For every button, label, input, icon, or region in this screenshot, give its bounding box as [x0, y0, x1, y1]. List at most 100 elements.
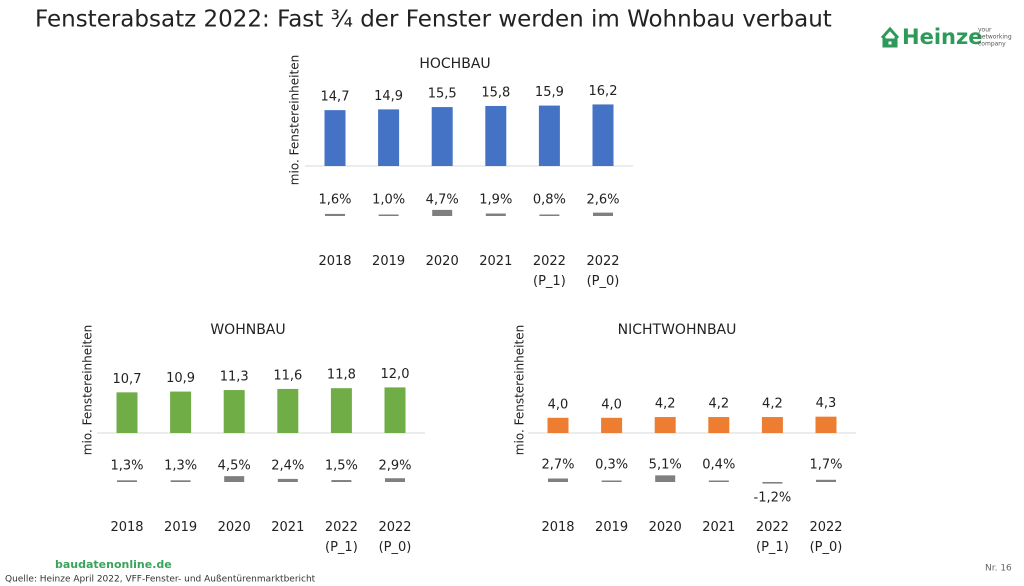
value-label: 4,2 — [762, 397, 783, 412]
logo-tagline: networking — [978, 34, 1012, 41]
chart: HOCHBAU mio. Fenstereinheiten 14,7 1,6% 2018… — [288, 55, 633, 289]
value-label: 10,9 — [166, 371, 195, 386]
x-tick-label: 2022 (P_0) — [586, 254, 619, 289]
value-label: 4,0 — [548, 397, 569, 412]
bar — [277, 388, 299, 433]
growth-bar — [708, 480, 729, 482]
x-tick-label: 2022 (P_1) — [756, 520, 789, 555]
value-label: 4,2 — [655, 397, 676, 412]
growth-bar — [385, 478, 405, 482]
value-label: 14,9 — [374, 89, 403, 104]
y-axis-label: mio. Fenstereinheiten — [81, 325, 95, 455]
x-tick-label: 2022 (P_0) — [809, 520, 842, 555]
logo-name: Heinze — [902, 25, 982, 49]
value-label: 15,5 — [428, 87, 457, 102]
growth-bar — [378, 214, 399, 216]
growth-label: 4,7% — [426, 193, 459, 208]
logo-tagline: company — [978, 41, 1006, 48]
x-tick-label: 2020 — [426, 254, 459, 269]
bar — [485, 105, 507, 166]
growth-bar — [539, 214, 560, 216]
x-tick-label: 2019 — [372, 254, 405, 269]
growth-label: 1,7% — [809, 458, 842, 473]
growth-bar — [325, 213, 345, 216]
growth-bar — [816, 479, 836, 482]
growth-label: 0,8% — [533, 193, 566, 208]
growth-bar — [655, 475, 676, 482]
chart: NICHTWOHNBAU mio. Fenstereinheiten 4,0 2,7%… — [513, 322, 856, 555]
value-label: 12,0 — [381, 367, 410, 382]
x-tick-label: 2022 (P_1) — [533, 254, 566, 289]
x-tick-label: 2022 (P_1) — [325, 520, 358, 555]
x-tick-label: 2019 — [595, 520, 628, 535]
x-tick-label: 2021 — [271, 520, 304, 535]
growth-label: 2,9% — [378, 459, 411, 474]
x-tick-label: 2021 — [702, 520, 735, 535]
bar — [330, 388, 352, 433]
bar — [654, 417, 676, 433]
growth-bar — [170, 480, 191, 482]
growth-label: 1,9% — [479, 193, 512, 208]
growth-label: 1,0% — [372, 193, 405, 208]
growth-bar — [485, 213, 506, 216]
value-label: 15,8 — [481, 85, 510, 100]
value-label: 4,3 — [816, 396, 837, 411]
growth-label: 2,7% — [541, 458, 574, 473]
growth-label: 0,3% — [595, 458, 628, 473]
chart-title: WOHNBAU — [210, 322, 285, 338]
x-tick-label: 2018 — [541, 520, 574, 535]
bar — [116, 392, 138, 433]
logo: Heinze your networking company — [880, 25, 1012, 49]
bar — [547, 417, 569, 433]
y-axis-label: mio. Fenstereinheiten — [288, 55, 302, 185]
bar — [431, 107, 453, 166]
growth-label: 0,4% — [702, 458, 735, 473]
growth-bar — [331, 480, 352, 482]
growth-bar — [762, 482, 783, 484]
logo-tagline: your — [978, 27, 992, 34]
logo-icon — [880, 26, 900, 48]
website: baudatenonline.de — [55, 558, 172, 571]
growth-bar — [601, 480, 622, 482]
growth-label: 2,6% — [586, 193, 619, 208]
bar — [378, 109, 400, 166]
growth-label: 2,4% — [271, 459, 304, 474]
growth-label: -1,2% — [754, 491, 792, 506]
growth-bar — [117, 480, 137, 482]
growth-label: 1,6% — [318, 193, 351, 208]
chart-title: HOCHBAU — [419, 56, 490, 72]
value-label: 14,7 — [321, 90, 350, 105]
bar — [761, 417, 783, 433]
value-label: 15,9 — [535, 85, 564, 100]
value-label: 16,2 — [589, 84, 618, 99]
x-tick-label: 2020 — [649, 520, 682, 535]
x-tick-label: 2018 — [318, 254, 351, 269]
source: Quelle: Heinze April 2022, VFF-Fenster- … — [5, 575, 316, 585]
x-tick-label: 2019 — [164, 520, 197, 535]
growth-bar — [593, 212, 613, 216]
y-axis-label: mio. Fenstereinheiten — [513, 325, 527, 455]
growth-label: 1,5% — [325, 459, 358, 474]
bar — [601, 417, 623, 433]
bar — [384, 387, 406, 433]
chart: WOHNBAU mio. Fenstereinheiten 10,7 1,3% 2018… — [81, 322, 425, 555]
x-tick-label: 2021 — [479, 254, 512, 269]
value-label: 4,0 — [601, 397, 622, 412]
x-tick-label: 2020 — [218, 520, 251, 535]
growth-label: 5,1% — [649, 458, 682, 473]
value-label: 11,6 — [273, 368, 302, 383]
x-tick-label: 2022 (P_0) — [378, 520, 411, 555]
growth-label: 1,3% — [110, 459, 143, 474]
growth-bar — [548, 478, 568, 482]
slide-title: Fensterabsatz 2022: Fast ¾ der Fenster w… — [35, 7, 832, 33]
bar — [815, 416, 837, 433]
bar — [170, 391, 192, 433]
value-label: 11,3 — [220, 370, 249, 385]
growth-label: 4,5% — [218, 459, 251, 474]
bar — [223, 390, 245, 433]
value-label: 11,8 — [327, 368, 356, 383]
value-label: 10,7 — [113, 372, 142, 387]
value-label: 4,2 — [708, 397, 729, 412]
